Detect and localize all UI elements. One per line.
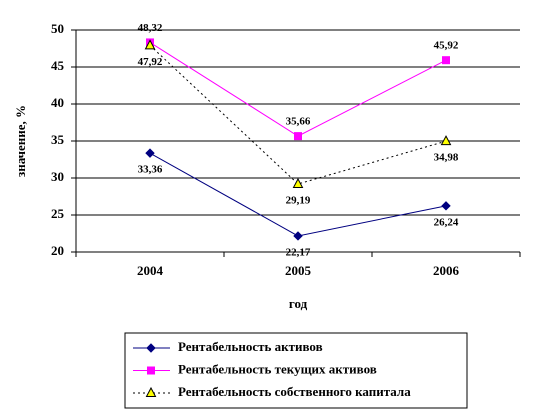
data-label: 45,92 (434, 40, 459, 52)
point (144, 39, 156, 50)
y-tick-label: 25 (51, 206, 65, 221)
point (293, 231, 303, 241)
legend-label: Рентабельность активов (178, 339, 323, 354)
data-label: 47,92 (138, 56, 163, 68)
data-label: 29,19 (286, 195, 311, 207)
y-tick-label: 20 (51, 243, 64, 258)
y-tick-label: 40 (51, 95, 64, 110)
point (440, 135, 452, 146)
data-label: 33,36 (138, 164, 163, 176)
y-tick-label: 50 (51, 21, 64, 36)
data-label: 22,17 (286, 246, 311, 258)
point (145, 148, 155, 158)
point (292, 177, 304, 188)
x-axis-label: год (289, 296, 308, 311)
data-label: 48,32 (138, 22, 163, 34)
legend-label: Рентабельность собственного капитала (178, 384, 411, 399)
point (442, 56, 450, 65)
y-tick-label: 45 (51, 58, 65, 73)
point (145, 386, 157, 397)
legend-box (124, 332, 468, 409)
point (294, 132, 302, 141)
legend-label: Рентабельность текущих активов (178, 361, 377, 376)
series-line (149, 45, 447, 185)
x-tick-label: 2004 (137, 263, 164, 278)
data-label: 34,98 (434, 152, 459, 164)
point (147, 366, 155, 375)
point (441, 201, 451, 211)
y-tick-label: 35 (51, 132, 65, 147)
y-axis-label: значение, % (13, 105, 28, 177)
x-tick-label: 2005 (285, 263, 312, 278)
x-tick-label: 2006 (433, 263, 460, 278)
data-label: 26,24 (434, 216, 459, 228)
data-label: 35,66 (286, 116, 311, 128)
point (146, 343, 156, 353)
y-tick-label: 30 (51, 169, 64, 184)
